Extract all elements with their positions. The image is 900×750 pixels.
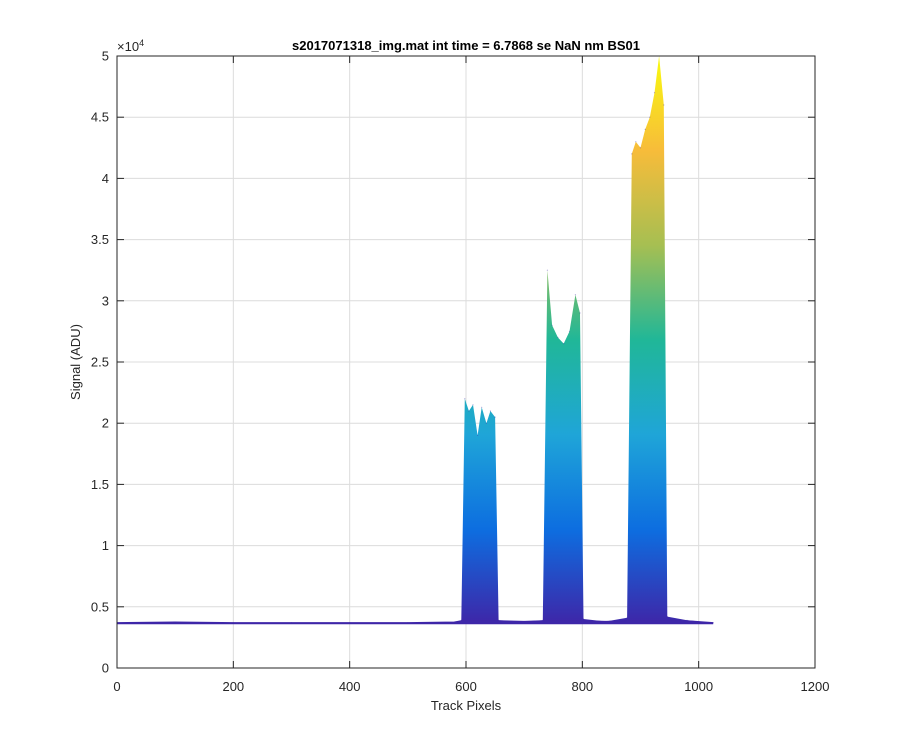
data-point [453, 621, 455, 623]
data-point [174, 621, 176, 623]
data-point [498, 619, 500, 621]
data-point [582, 618, 585, 620]
data-point [472, 404, 474, 406]
y-tick-label: 0.5 [91, 599, 109, 614]
data-point [663, 104, 665, 106]
grid-lines [117, 56, 815, 668]
y-tick-label: 4 [102, 171, 109, 186]
y-tick-label: 3.5 [91, 232, 109, 247]
data-point [468, 410, 470, 412]
data-point [686, 619, 688, 621]
data-point [542, 619, 544, 621]
data-point [631, 153, 633, 155]
data-point [523, 620, 525, 623]
y-tick-label: 1.5 [91, 477, 109, 492]
baseline-trace [117, 620, 714, 624]
data-point [349, 622, 351, 624]
x-tick-label: 400 [339, 679, 361, 694]
tick-labels: 0 200 400 600 800 1000 1200 0 0.5 1 1.5 2 2.5 3 3.5 4 4.… [91, 49, 830, 695]
data-point [666, 616, 668, 618]
x-tick-label: 1200 [801, 679, 830, 694]
data-point [557, 336, 559, 339]
y-axis-label: Signal (ADU) [68, 324, 83, 400]
data-point [489, 410, 491, 412]
data-point [574, 294, 577, 296]
data-layer [117, 56, 714, 625]
data-point [494, 416, 496, 418]
data-point [407, 622, 409, 624]
data-point [477, 434, 479, 436]
x-tick-label: 0 [113, 679, 120, 694]
y-tick-label: 2 [102, 416, 109, 431]
x-tick-label: 800 [571, 679, 593, 694]
data-point [639, 147, 642, 149]
data-point [653, 92, 656, 94]
y-tick-label: 5 [102, 49, 109, 64]
data-point [626, 617, 628, 619]
signal-area [117, 56, 714, 625]
data-point [563, 343, 565, 345]
data-point [635, 141, 637, 143]
y-tick-label: 0 [102, 661, 109, 676]
x-tick-label: 1000 [684, 679, 713, 694]
data-point [551, 324, 553, 326]
y-tick-label: 3 [102, 293, 109, 308]
data-point [460, 619, 462, 621]
data-point [579, 312, 581, 314]
y-tick-label: 4.5 [91, 110, 109, 125]
ticks [116, 55, 816, 669]
data-point [712, 622, 714, 624]
data-point [464, 398, 466, 400]
chart-title: s2017071318_img.mat int time = 6.7868 se… [292, 38, 640, 53]
data-point [605, 620, 607, 623]
data-point [485, 422, 487, 424]
y-exponent-label: ×104 [117, 38, 144, 54]
y-tick-label: 2.5 [91, 355, 109, 370]
x-axis-label: Track Pixels [431, 698, 502, 713]
data-point [232, 622, 234, 624]
y-tick-label: 1 [102, 538, 109, 553]
x-tick-label: 600 [455, 679, 477, 694]
x-tick-label: 200 [222, 679, 244, 694]
data-point [568, 330, 571, 332]
data-point [644, 128, 646, 130]
data-point [649, 116, 651, 118]
data-point [290, 622, 293, 624]
data-point [546, 269, 549, 271]
data-point [481, 406, 483, 408]
